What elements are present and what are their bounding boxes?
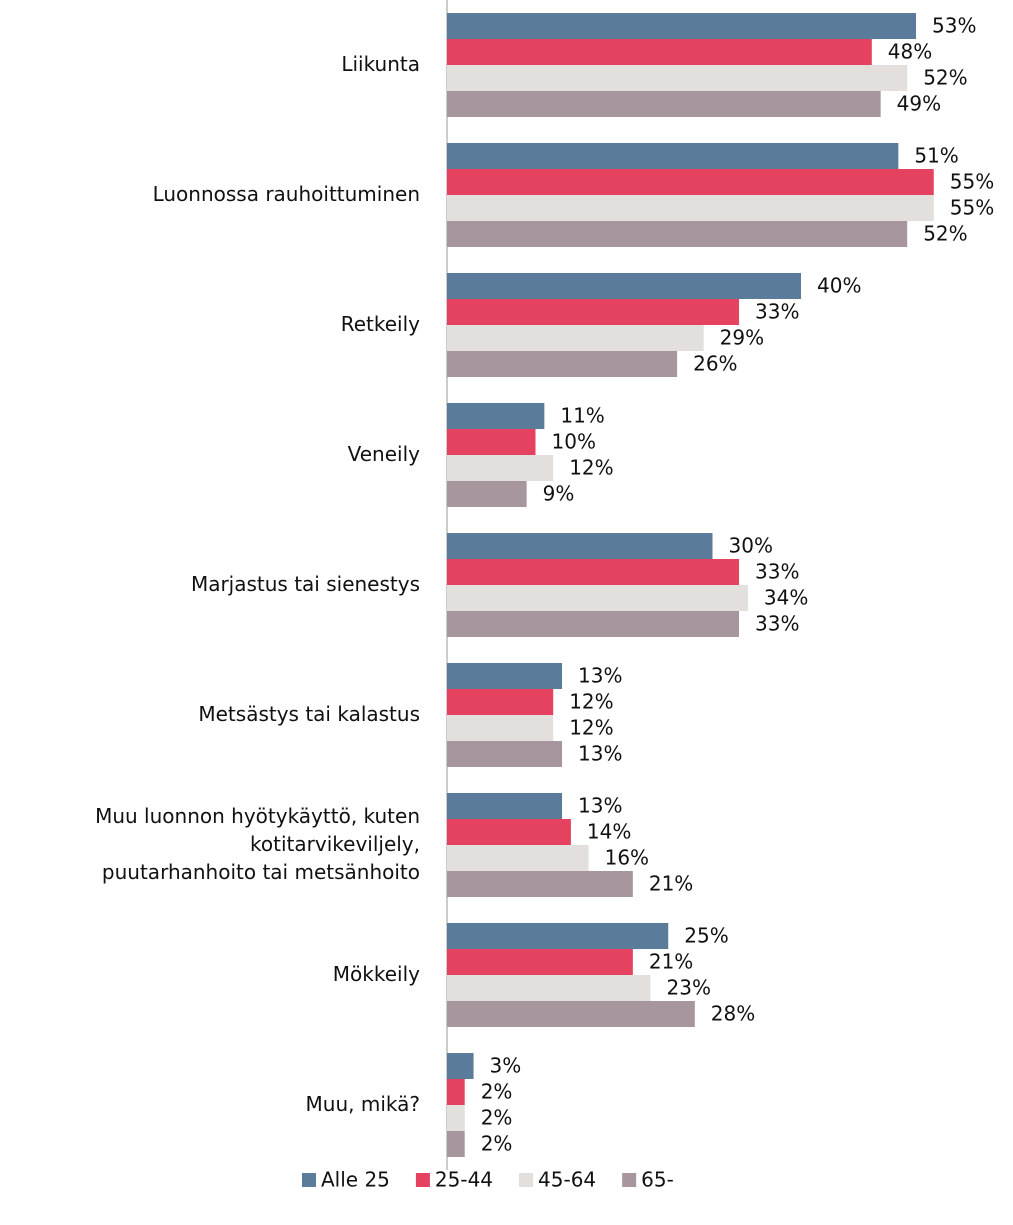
bar (447, 221, 908, 247)
bar (447, 481, 527, 507)
value-label: 30% (729, 534, 773, 558)
category-label: Veneily (348, 442, 421, 466)
bar (447, 13, 917, 39)
bar (447, 91, 881, 117)
category-label: Liikunta (341, 52, 420, 76)
value-label: 12% (569, 716, 613, 740)
bar (447, 949, 633, 975)
value-label: 26% (693, 352, 737, 376)
value-label: 33% (755, 560, 799, 584)
bar (447, 273, 801, 299)
value-label: 16% (605, 846, 649, 870)
bar (447, 351, 678, 377)
value-label: 2% (481, 1106, 513, 1130)
value-label: 3% (490, 1054, 522, 1078)
value-label: 51% (914, 144, 958, 168)
value-label: 52% (923, 222, 967, 246)
bar (447, 1053, 474, 1079)
category-label: Marjastus tai sienestys (191, 572, 420, 596)
category-label: Retkeily (341, 312, 420, 336)
value-label: 55% (950, 170, 994, 194)
value-label: 52% (923, 66, 967, 90)
value-label: 55% (950, 196, 994, 220)
value-label: 13% (578, 664, 622, 688)
category-label: Mökkeily (333, 962, 420, 986)
legend-label: Alle 25 (321, 1168, 390, 1192)
bar (447, 299, 740, 325)
bar (447, 455, 554, 481)
bar (447, 923, 669, 949)
value-label: 14% (587, 820, 631, 844)
bar (447, 871, 633, 897)
legend-swatch (519, 1173, 534, 1187)
value-label: 49% (897, 92, 941, 116)
bar (447, 143, 899, 169)
legend-swatch (302, 1173, 316, 1187)
category-label: Muu, mikä? (306, 1092, 420, 1116)
bar (447, 1001, 695, 1027)
value-label: 21% (649, 872, 693, 896)
value-label: 9% (543, 482, 575, 506)
value-label: 2% (481, 1132, 513, 1156)
bar (447, 975, 651, 1001)
bar (447, 585, 748, 611)
bar (447, 65, 908, 91)
value-label: 23% (667, 976, 711, 1000)
bar (447, 793, 563, 819)
value-label: 2% (481, 1080, 513, 1104)
legend-label: 65- (641, 1168, 674, 1192)
value-label: 12% (569, 690, 613, 714)
legend-swatch (622, 1173, 637, 1187)
bar (447, 845, 589, 871)
category-label: Muu luonnon hyötykäyttö, kuten kotitarvik… (95, 804, 420, 884)
bar (447, 663, 563, 689)
bar (447, 715, 554, 741)
bar (447, 741, 563, 767)
bar (447, 1105, 465, 1131)
value-label: 28% (711, 1002, 755, 1026)
value-label: 34% (764, 586, 808, 610)
value-label: 29% (720, 326, 764, 350)
legend-label: 25-44 (435, 1168, 493, 1192)
value-label: 33% (755, 612, 799, 636)
bar (447, 169, 934, 195)
value-label: 11% (560, 404, 604, 428)
bar (447, 819, 571, 845)
value-label: 13% (578, 794, 622, 818)
legend-swatch (415, 1173, 430, 1187)
legend-label: 45-64 (538, 1168, 596, 1192)
value-label: 21% (649, 950, 693, 974)
bar (447, 325, 704, 351)
value-label: 25% (684, 924, 728, 948)
value-label: 48% (888, 40, 932, 64)
bar (447, 559, 740, 585)
value-label: 53% (932, 14, 976, 38)
category-label: Metsästys tai kalastus (198, 702, 420, 726)
bar (447, 403, 545, 429)
value-label: 33% (755, 300, 799, 324)
bar (447, 689, 554, 715)
value-label: 40% (817, 274, 861, 298)
category-label: Luonnossa rauhoittuminen (153, 182, 420, 206)
bar (447, 39, 872, 65)
value-label: 12% (569, 456, 613, 480)
value-label: 13% (578, 742, 622, 766)
value-label: 10% (552, 430, 596, 454)
bar (447, 533, 713, 559)
bar (447, 195, 934, 221)
bar (447, 611, 740, 637)
bar (447, 429, 536, 455)
bar (447, 1131, 465, 1157)
bar (447, 1079, 465, 1105)
